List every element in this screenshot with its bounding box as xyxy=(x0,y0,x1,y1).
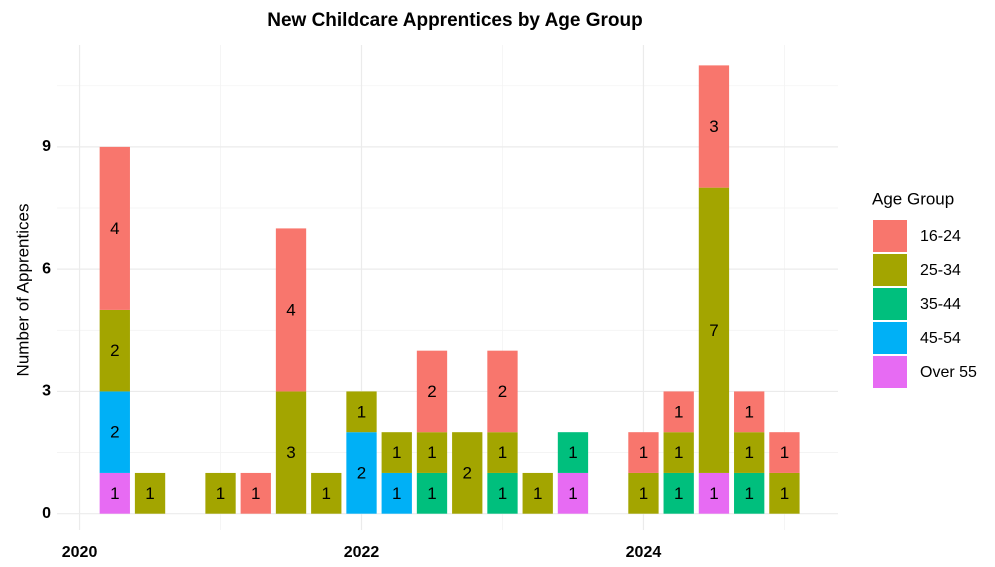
bar-segment xyxy=(487,472,518,514)
bar-segment xyxy=(769,432,800,473)
data-label: 2 xyxy=(498,382,507,401)
data-label: 1 xyxy=(357,402,366,421)
data-label: 2 xyxy=(357,463,366,482)
legend-label: 45-54 xyxy=(920,330,961,347)
data-label: 2 xyxy=(110,423,119,442)
data-label: 1 xyxy=(251,484,260,503)
bar-segment xyxy=(452,432,483,514)
bar-segment xyxy=(734,432,765,473)
data-label: 1 xyxy=(674,484,683,503)
data-label: 4 xyxy=(286,300,295,319)
bar-segment xyxy=(311,472,342,514)
bar-segment xyxy=(240,472,271,514)
bar-segment xyxy=(416,472,448,514)
x-tick-label: 2020 xyxy=(62,544,98,561)
data-label: 1 xyxy=(110,484,119,503)
bar-segment xyxy=(698,65,730,188)
data-label: 2 xyxy=(427,382,436,401)
data-label: 1 xyxy=(498,484,507,503)
data-label: 1 xyxy=(709,484,718,503)
data-label: 3 xyxy=(709,117,718,136)
bar-segment xyxy=(698,187,730,473)
bar-segment xyxy=(557,472,589,514)
data-label: 3 xyxy=(286,443,295,462)
data-label: 1 xyxy=(780,443,789,462)
y-tick-label: 3 xyxy=(42,383,51,400)
y-tick-label: 6 xyxy=(42,260,51,277)
legend-label: 16-24 xyxy=(920,228,961,245)
legend-label: 35-44 xyxy=(920,296,961,313)
legend-label: Over 55 xyxy=(920,364,977,381)
data-label: 1 xyxy=(674,402,683,421)
bar-segment xyxy=(734,391,765,433)
data-label: 1 xyxy=(322,484,331,503)
bar-segment xyxy=(663,391,694,433)
bar-segment xyxy=(99,309,130,392)
data-label: 1 xyxy=(639,443,648,462)
data-label: 1 xyxy=(392,484,401,503)
bar-segment xyxy=(99,472,130,514)
bar-segment xyxy=(698,472,730,514)
bar-segment xyxy=(275,228,307,392)
bar-segment xyxy=(663,472,694,514)
bar-segment xyxy=(346,391,377,433)
data-label: 1 xyxy=(744,443,753,462)
chart-title: New Childcare Apprentices by Age Group xyxy=(267,10,643,31)
data-label: 1 xyxy=(392,443,401,462)
bar-segment xyxy=(557,432,589,473)
y-tick-label: 9 xyxy=(42,138,51,155)
legend-swatch xyxy=(873,356,907,388)
data-label: 2 xyxy=(110,341,119,360)
data-label: 2 xyxy=(463,463,472,482)
data-label: 1 xyxy=(674,443,683,462)
data-label: 1 xyxy=(568,443,577,462)
bar-segment xyxy=(487,432,518,473)
bar-segment xyxy=(99,391,130,473)
legend-label: 25-34 xyxy=(920,262,961,279)
bar-segment xyxy=(734,472,765,514)
data-label: 1 xyxy=(216,484,225,503)
data-label: 1 xyxy=(744,484,753,503)
bar-segment xyxy=(663,432,694,473)
data-label: 1 xyxy=(498,443,507,462)
bar-segment xyxy=(99,146,130,310)
data-label: 1 xyxy=(780,484,789,503)
data-label: 1 xyxy=(639,484,648,503)
x-tick-label: 2022 xyxy=(344,544,380,561)
legend-title: Age Group xyxy=(872,189,954,208)
bar-segment xyxy=(628,432,659,473)
bar-segment xyxy=(346,432,377,514)
y-tick-label: 0 xyxy=(42,505,51,522)
x-tick-label: 2024 xyxy=(626,544,662,561)
bar-segment xyxy=(381,472,412,514)
data-label: 1 xyxy=(568,484,577,503)
bar-segment xyxy=(628,472,659,514)
bar-segment xyxy=(134,472,166,514)
legend-swatch xyxy=(873,254,907,286)
bar-segment xyxy=(487,350,518,433)
data-label: 7 xyxy=(709,321,718,340)
data-label: 4 xyxy=(110,219,119,238)
data-label: 1 xyxy=(533,484,542,503)
bar-segment xyxy=(416,432,448,473)
y-axis-label: Number of Apprentices xyxy=(13,204,32,377)
data-label: 1 xyxy=(427,484,436,503)
data-label: 1 xyxy=(427,443,436,462)
bar-segment xyxy=(275,391,307,514)
data-label: 1 xyxy=(145,484,154,503)
bar-segment xyxy=(205,472,236,514)
bar-segment xyxy=(769,472,800,514)
legend-swatch xyxy=(873,220,907,252)
legend-swatch xyxy=(873,288,907,320)
bar-segment xyxy=(416,350,448,433)
data-label: 1 xyxy=(744,402,753,421)
bar-segment xyxy=(522,472,553,514)
legend-swatch xyxy=(873,322,907,354)
bar-segment xyxy=(381,432,412,473)
